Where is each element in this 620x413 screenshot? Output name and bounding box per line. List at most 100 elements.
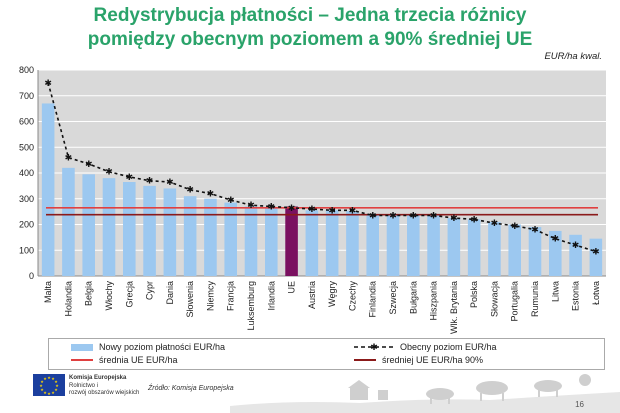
x-tick-label: UE (287, 281, 297, 294)
current-level-marker: ✱ (552, 235, 560, 245)
current-level-marker: ✱ (268, 202, 276, 212)
current-level-marker: ✱ (227, 196, 235, 206)
bar-szwecja (386, 215, 400, 276)
bar-polska (467, 219, 481, 276)
current-level-marker: ✱ (288, 204, 296, 214)
current-level-marker: ✱ (430, 211, 438, 221)
current-level-marker: ✱ (308, 205, 316, 215)
bar-ue (285, 206, 298, 276)
current-level-marker: ✱ (146, 177, 154, 187)
bar-niemcy (204, 198, 217, 276)
y-tick-label: 500 (19, 142, 34, 152)
svg-text:★: ★ (54, 387, 58, 392)
svg-text:★: ★ (51, 390, 55, 395)
svg-text:★: ★ (55, 383, 59, 388)
bar-czechy (346, 211, 359, 276)
current-level-marker: ✱ (126, 173, 134, 183)
legend-item-eu-average: średnia UE EUR/ha (71, 355, 178, 365)
y-tick-label: 700 (19, 91, 34, 101)
current-level-marker: ✱ (105, 168, 113, 178)
x-axis-labels: Malta Holandia Belgia Włochy Grecja Cypr Dania… (43, 281, 601, 335)
bar-irlandia (264, 207, 278, 276)
x-tick-label: Cypr (145, 281, 155, 300)
legend-label-new-level: Nowy poziom płatności EUR/ha (99, 342, 226, 352)
legend-swatch-eu-90 (354, 359, 376, 361)
current-level-marker: ✱ (65, 154, 73, 164)
legend-item-new-level: Nowy poziom płatności EUR/ha (71, 342, 225, 352)
chart-title: Redystrybucja płatności – Jedna trzecia … (0, 4, 620, 52)
x-tick-label: Portugalia (510, 281, 520, 322)
x-tick-label: Francja (226, 281, 236, 311)
y-tick-label: 400 (19, 168, 34, 178)
bar-łotwa (589, 238, 603, 276)
x-tick-label: Austria (307, 281, 317, 309)
org-line-3: rozwój obszarów wiejskich (69, 390, 140, 396)
y-tick-label: 0 (29, 271, 34, 281)
x-tick-label: Hiszpania (429, 281, 439, 321)
bar-bułgaria (406, 215, 420, 276)
x-tick-label: Czechy (347, 281, 357, 312)
svg-text:★: ★ (54, 379, 58, 384)
farm-silhouette-decoration (230, 374, 620, 413)
svg-text:★: ★ (43, 390, 47, 395)
legend-item-eu-90: średniej UE EUR/ha 90% (354, 355, 483, 365)
current-level-marker: ✱ (85, 160, 93, 170)
x-tick-label: Malta (43, 281, 53, 303)
bars (41, 103, 603, 276)
legend: Nowy poziom płatności EUR/ha ✱ Obecny po… (48, 338, 605, 370)
bar-włochy (102, 178, 116, 276)
x-tick-label: Bułgaria (408, 281, 418, 314)
y-tick-label: 300 (19, 194, 34, 204)
x-tick-label: Finlandia (368, 281, 378, 318)
x-tick-label: Łotwa (591, 281, 601, 305)
x-tick-label: Grecja (124, 281, 134, 308)
org-line-2: Rolnictwo i (69, 382, 99, 389)
x-tick-label: Estonia (571, 281, 581, 311)
y-tick-label: 800 (19, 65, 34, 75)
bar-wlk-brytania (447, 218, 461, 276)
x-tick-label: Rumunia (530, 281, 540, 317)
x-tick-label: Litwa (550, 281, 560, 302)
current-level-marker: ✱ (349, 206, 357, 216)
current-level-marker: ✱ (389, 211, 397, 221)
bar-cypr (143, 185, 156, 276)
x-tick-label: Polska (469, 281, 479, 308)
bar-litwa (548, 230, 562, 276)
y-axis-ticks: 0 100 200 300 400 500 600 700 800 (19, 65, 34, 281)
current-level-marker: ✱ (186, 186, 194, 196)
bar-słowenia (183, 196, 197, 276)
current-level-marker: ✱ (410, 211, 418, 221)
svg-text:★: ★ (40, 387, 44, 392)
current-level-marker: ✱ (511, 222, 519, 232)
x-tick-label: Włochy (104, 281, 114, 311)
x-tick-label: Szwecja (388, 281, 398, 315)
bar-finlandia (366, 215, 380, 276)
current-level-marker: ✱ (470, 215, 478, 225)
bar-estonia (569, 234, 582, 276)
bar-austria (305, 210, 319, 276)
legend-swatch-dashed: ✱ (354, 342, 394, 352)
current-level-marker: ✱ (44, 79, 52, 89)
svg-text:★: ★ (51, 376, 55, 381)
current-level-dashed-line (47, 82, 597, 253)
current-level-marker: ✱ (369, 211, 377, 221)
bar-luksemburg (244, 206, 258, 276)
x-tick-label: Węgry (327, 281, 337, 308)
y-tick-label: 200 (19, 220, 34, 230)
bar-belgia (82, 174, 96, 276)
x-tick-label: Niemcy (205, 281, 215, 312)
x-tick-label: Słowacja (489, 281, 499, 317)
source-note: Źródło: Komisja Europejska (148, 385, 234, 392)
current-level-marker: ✱ (166, 178, 174, 188)
legend-label-current-level: Obecny poziom EUR/ha (400, 342, 497, 352)
bar-słowacja (488, 221, 501, 276)
eu-org-text: Komisja Europejska Rolnictwo i rozwój ob… (69, 375, 139, 398)
legend-swatch-bar (71, 343, 93, 351)
current-level-line: ✱ ✱ ✱ ✱ ✱ ✱ ✱ ✱ ✱ ✱ ✱ ✱ ✱ ✱ ✱ ✱ ✱ ✱ ✱ ✱ ✱ ✱ ✱ ✱ ✱ ✱ ✱ ✱ (44, 79, 599, 258)
y-tick-label: 600 (19, 117, 34, 127)
legend-swatch-eu-average (71, 359, 93, 361)
eu-stars-icon: ★ ★★ ★★★ ★★★ ★★★ (39, 375, 59, 396)
current-level-marker: ✱ (328, 206, 336, 216)
current-level-marker: ✱ (531, 226, 539, 236)
